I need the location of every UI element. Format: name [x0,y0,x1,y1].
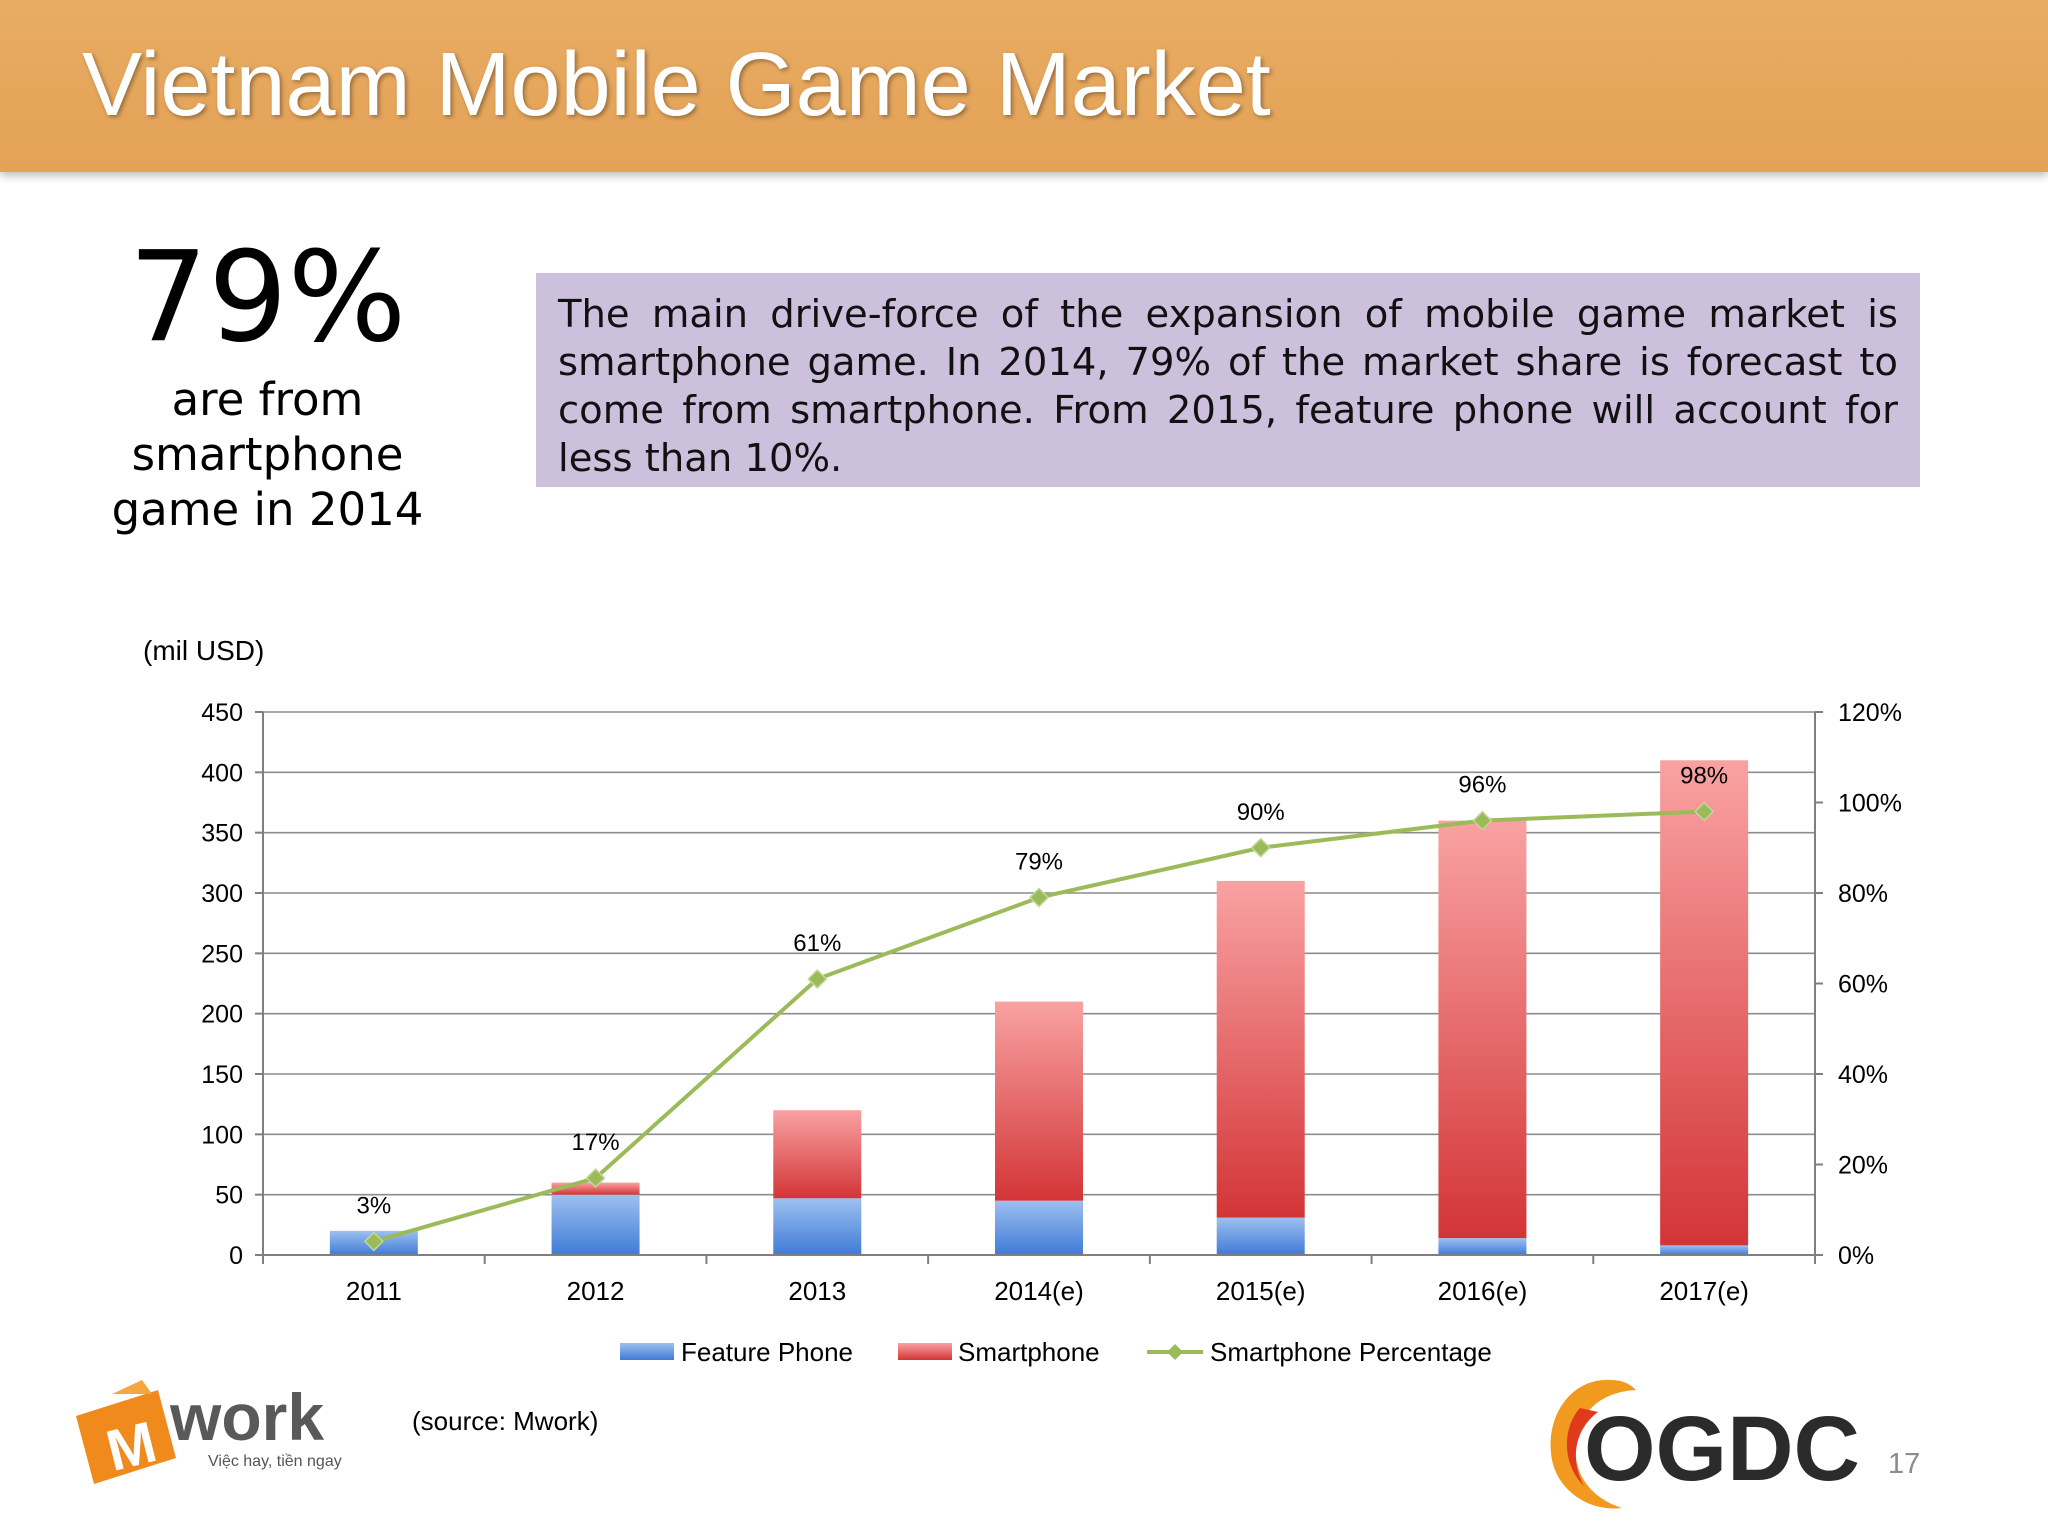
right-axis-tick-label: 80% [1838,880,1888,908]
smartphone-bar [1660,760,1749,1246]
legend-swatch-percentage-marker [1167,1344,1183,1360]
percentage-data-label: 79% [1015,849,1063,876]
percentage-data-label: 96% [1458,772,1506,799]
ogdc-logo-wordmark: OGDC [1584,1398,1860,1500]
percentage-data-label: 3% [357,1192,392,1219]
ogdc-logo: OGDC [1550,1379,1860,1509]
left-axis-tick-label: 450 [201,699,243,727]
percentage-point-marker [363,1231,384,1252]
percentage-data-label: 98% [1680,763,1728,790]
x-axis-tick-label: 2015(e) [1216,1276,1306,1306]
wallet-icon [76,1390,176,1484]
legend-swatch-feature-phone [620,1343,674,1360]
legend-swatch-smartphone [898,1343,952,1360]
market-chart: 0 50 100 150 200 250 300 350 400 450 0% 20% 40% 60% 80… [143,635,1902,1367]
highlight-caption-line: are from [171,373,364,426]
x-axis-tick-label: 2011 [346,1276,402,1306]
ogdc-swirl-icon [1550,1379,1636,1509]
feature-phone-bar [773,1198,862,1255]
y-axis-unit-label: (mil USD) [143,635,264,666]
x-axis-tick-label: 2012 [567,1276,625,1306]
highlight-caption-line: game in 2014 [111,483,424,536]
feature-phone-bar [551,1194,640,1255]
right-axis-tick-label: 120% [1838,699,1902,727]
callout-text: The main drive-force of the expansion of… [558,292,1898,481]
right-axis-tick-label: 20% [1838,1152,1888,1180]
smartphone-bar [773,1110,862,1199]
percentage-point-marker [585,1168,606,1189]
left-axis-tick-label: 200 [201,1001,243,1029]
highlight-caption-line: smartphone [131,428,404,481]
percentage-point-marker [1694,801,1715,822]
percentage-data-label: 90% [1237,799,1285,826]
slide-title: Vietnam Mobile Game Market [82,35,1271,135]
percentage-point-marker [1028,887,1050,908]
feature-phone-bar [1660,1245,1749,1255]
percentage-point-marker [1250,837,1271,858]
highlight-caption: are from smartphone game in 2014 [70,372,465,537]
x-axis-tick-label: 2017(e) [1659,1276,1749,1306]
feature-phone-bar [1216,1217,1305,1255]
legend-label-smartphone: Smartphone [958,1337,1100,1367]
left-axis-tick-label: 250 [201,940,243,968]
smartphone-bar [1438,820,1527,1239]
wallet-flap-icon [112,1380,152,1394]
callout-box: The main drive-force of the expansion of… [536,273,1920,487]
right-axis-tick-label: 40% [1838,1061,1888,1089]
x-axis-tick-label: 2014(e) [994,1276,1084,1306]
right-axis-tick-label: 100% [1838,790,1902,818]
highlight-stat: 79% [128,225,407,370]
right-axis-tick-label: 60% [1838,971,1888,999]
percentage-point-marker [1472,810,1493,831]
smartphone-bar [1216,880,1305,1218]
feature-phone-bar [1438,1238,1527,1255]
page-number: 17 [1888,1448,1921,1480]
title-bar: Vietnam Mobile Game Market [0,0,2048,172]
feature-phone-bar [995,1200,1083,1255]
left-axis-tick-label: 50 [215,1182,243,1210]
legend-label-percentage: Smartphone Percentage [1210,1337,1492,1367]
ogdc-swirl-inner-icon [1566,1408,1598,1486]
percentage-data-label: 17% [572,1129,620,1156]
left-axis-tick-label: 100 [201,1121,243,1149]
smartphone-bar [995,1001,1083,1201]
left-axis-tick-label: 0 [229,1242,243,1270]
mwork-logo-wordmark: work [169,1380,324,1454]
left-axis-tick-label: 400 [201,759,243,787]
mwork-logo-tagline: Việc hay, tiền ngay [208,1453,342,1470]
x-axis-tick-label: 2013 [788,1276,846,1306]
legend-label-feature-phone: Feature Phone [681,1337,853,1367]
percentage-point-marker [807,968,828,990]
right-axis-tick-label: 0% [1838,1242,1874,1270]
left-axis-tick-label: 350 [201,820,243,848]
x-axis-tick-label: 2016(e) [1438,1276,1528,1306]
mwork-logo: M work Việc hay, tiền ngay [76,1380,342,1484]
left-axis-tick-label: 150 [201,1061,243,1089]
source-note: (source: Mwork) [412,1406,599,1436]
percentage-data-label: 61% [793,930,841,957]
left-axis-tick-label: 300 [201,880,243,908]
